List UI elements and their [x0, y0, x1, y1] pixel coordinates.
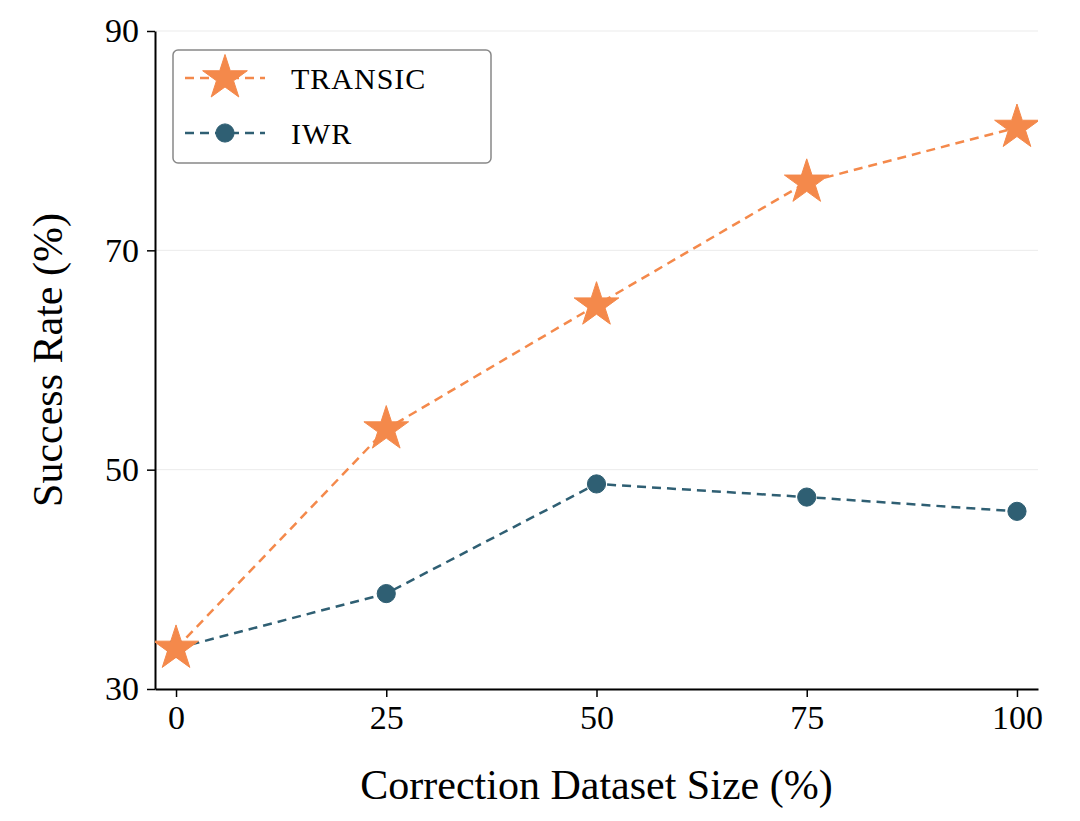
tick-label: 25	[370, 699, 404, 736]
tick-label: 50	[105, 451, 139, 488]
point	[574, 282, 619, 325]
legend-marker	[203, 54, 248, 97]
tick: 0	[168, 689, 185, 736]
tick-mark	[1017, 689, 1019, 697]
x-axis-title: Correction Dataset Size (%)	[360, 762, 832, 809]
tick-label: 75	[790, 699, 824, 736]
chart: 0 25 50 75 100 30 50 70 90 TRANSIC IWR Correction D…	[0, 0, 1080, 821]
axis-line	[155, 32, 157, 690]
point	[587, 475, 605, 493]
tick: 25	[370, 689, 404, 736]
point	[364, 406, 409, 449]
point	[377, 584, 395, 602]
tick: 30	[105, 670, 155, 707]
legend-marker	[216, 124, 234, 142]
tick-mark	[176, 689, 178, 697]
tick-mark	[806, 689, 808, 697]
tick: 50	[105, 451, 155, 488]
tick: 100	[992, 689, 1043, 736]
tick: 75	[790, 689, 824, 736]
tick-label: 0	[168, 699, 185, 736]
tick-mark	[147, 31, 155, 33]
tick-mark	[596, 689, 598, 697]
marks	[155, 104, 1038, 667]
tick-mark	[386, 689, 388, 697]
legend-label: IWR	[291, 117, 352, 150]
point	[784, 159, 829, 202]
series	[155, 104, 1038, 667]
y-axis: 30 50 70 90	[105, 12, 156, 707]
grid	[155, 31, 1038, 689]
legend-entry: TRANSIC	[185, 54, 426, 97]
tick-mark	[147, 250, 155, 252]
point	[995, 104, 1038, 147]
grid-line	[155, 469, 1038, 470]
series-line	[176, 128, 1017, 649]
tick-label: 50	[580, 699, 614, 736]
tick-label: 30	[105, 670, 139, 707]
series	[167, 475, 1026, 658]
grid-line	[155, 31, 1038, 32]
tick: 50	[580, 689, 614, 736]
tick-label: 90	[105, 12, 139, 49]
grid-line	[155, 250, 1038, 251]
point	[1008, 502, 1026, 520]
plot: 0 25 50 75 100 30 50 70 90 TRANSIC IWR	[105, 12, 1043, 736]
tick-mark	[147, 689, 155, 691]
legend-label: TRANSIC	[291, 62, 426, 95]
tick: 90	[105, 12, 155, 49]
y-axis-title: Success Rate (%)	[25, 213, 72, 507]
point	[155, 625, 198, 668]
x-axis: 0 25 50 75 100	[156, 689, 1043, 736]
point	[798, 488, 816, 506]
tick-mark	[147, 469, 155, 471]
series-line	[176, 484, 1017, 648]
tick-label: 100	[992, 699, 1043, 736]
legend-entry: IWR	[185, 117, 352, 150]
legend: TRANSIC IWR	[173, 50, 491, 163]
legend-box	[173, 50, 491, 163]
tick: 70	[105, 232, 155, 269]
tick-label: 70	[105, 232, 139, 269]
